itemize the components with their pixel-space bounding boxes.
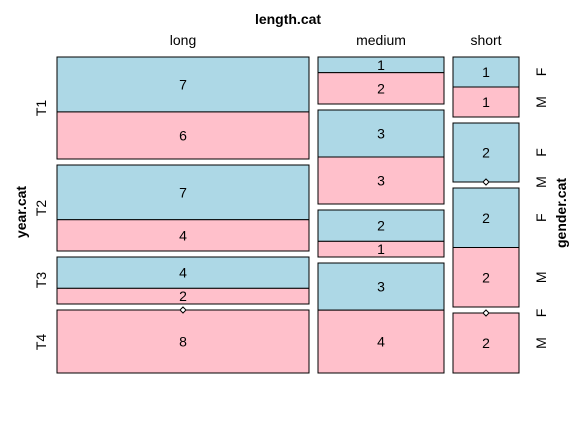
- count-medium-t3-m: 1: [377, 241, 385, 257]
- cell-long-t2-f: [56, 164, 310, 221]
- gender-label-t1-f: F: [533, 68, 549, 77]
- zero-marker-short-t4: [482, 309, 490, 317]
- gender-label-t4-m: M: [533, 337, 549, 349]
- count-medium-t2-f: 3: [377, 126, 385, 142]
- cell-long-t1-f: [56, 56, 310, 113]
- cell-short-t1-m: [452, 86, 520, 118]
- cell-long-t2-m: [56, 219, 310, 252]
- cell-medium-t2-f: [317, 109, 445, 158]
- gender-label-t4-f: F: [533, 309, 549, 318]
- count-short-t2-f: 2: [482, 145, 490, 161]
- count-medium-t4-f: 3: [377, 279, 385, 295]
- cell-medium-t2-m: [317, 156, 445, 205]
- count-medium-t1-f: 1: [377, 57, 385, 73]
- count-long-t1-f: 7: [179, 76, 187, 92]
- column-label-long: long: [170, 32, 196, 48]
- cell-short-t2-f: [452, 122, 520, 183]
- cell-short-t3-m: [452, 247, 520, 308]
- count-medium-t3-f: 2: [377, 218, 385, 234]
- cell-long-t4-m: [56, 309, 310, 374]
- count-short-t4-m: 2: [482, 335, 490, 351]
- row-label-t4: T4: [33, 334, 49, 351]
- count-short-t3-m: 2: [482, 269, 490, 285]
- cell-medium-t3-m: [317, 240, 445, 258]
- gender-label-t2-m: M: [533, 176, 549, 188]
- count-medium-t1-m: 2: [377, 80, 385, 96]
- column-label-short: short: [470, 32, 501, 48]
- count-short-t1-m: 1: [482, 94, 490, 110]
- count-long-t2-m: 4: [179, 227, 187, 243]
- count-short-t1-f: 1: [482, 64, 490, 80]
- gender-label-t1-m: M: [533, 96, 549, 108]
- row-label-t3: T3: [33, 272, 49, 289]
- cell-medium-t4-m: [317, 309, 445, 374]
- count-long-t3-m: 2: [179, 288, 187, 304]
- count-medium-t4-m: 4: [377, 334, 385, 350]
- cell-long-t3-m: [56, 287, 310, 305]
- cell-medium-t3-f: [317, 209, 445, 242]
- count-long-t4-m: 8: [179, 334, 187, 350]
- fill-variable-title: gender.cat: [553, 178, 569, 248]
- zero-marker-short-t2: [482, 178, 490, 186]
- count-long-t1-m: 6: [179, 127, 187, 143]
- column-variable-title: length.cat: [255, 11, 321, 27]
- row-variable-title: year.cat: [13, 186, 29, 238]
- column-label-medium: medium: [356, 32, 406, 48]
- count-short-t3-f: 2: [482, 210, 490, 226]
- cell-medium-t4-f: [317, 262, 445, 311]
- cell-long-t1-m: [56, 111, 310, 160]
- mosaic-cells: 7 6 7 4 4 2 8 1 2 3 3 2 1 3 4 1 1 F M 2 F M 2 2 F M 2 F M: [56, 56, 549, 374]
- count-long-t2-f: 7: [179, 184, 187, 200]
- gender-label-t2-f: F: [533, 148, 549, 157]
- row-label-t1: T1: [33, 100, 49, 117]
- count-medium-t2-m: 3: [377, 173, 385, 189]
- cell-short-t1-f: [452, 56, 520, 88]
- gender-label-t3-f: F: [533, 213, 549, 222]
- count-long-t3-f: 4: [179, 265, 187, 281]
- zero-marker-long-t4: [179, 306, 187, 314]
- cell-medium-t1-m: [317, 72, 445, 105]
- row-label-t2: T2: [33, 200, 49, 217]
- gender-label-t3-m: M: [533, 271, 549, 283]
